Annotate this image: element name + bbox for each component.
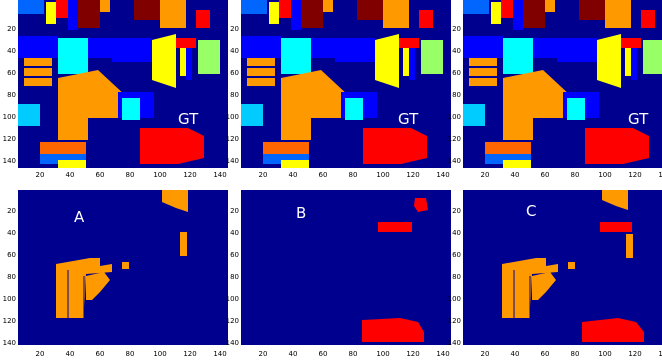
svg-text:60: 60 xyxy=(452,69,461,77)
svg-text:80: 80 xyxy=(7,273,16,281)
panel-label: GT xyxy=(178,110,199,128)
svg-text:20: 20 xyxy=(7,25,16,33)
x-axis-ticks-bottom xyxy=(35,350,662,358)
svg-text:80: 80 xyxy=(230,273,239,281)
svg-text:40: 40 xyxy=(7,47,16,55)
gt-panel-1: GT xyxy=(18,0,228,168)
svg-text:140: 140 xyxy=(448,339,461,347)
svg-text:100: 100 xyxy=(226,295,239,303)
panel-label: B xyxy=(296,204,306,222)
svg-text:140: 140 xyxy=(226,157,239,165)
svg-text:40: 40 xyxy=(230,229,239,237)
svg-text:100: 100 xyxy=(3,295,16,303)
svg-text:100: 100 xyxy=(3,113,16,121)
panel-a: A xyxy=(18,190,228,345)
svg-text:40: 40 xyxy=(452,229,461,237)
svg-text:100: 100 xyxy=(448,295,461,303)
panel-label: C xyxy=(526,202,536,220)
svg-text:20: 20 xyxy=(452,25,461,33)
svg-text:20: 20 xyxy=(7,207,16,215)
svg-text:60: 60 xyxy=(7,251,16,259)
svg-text:80: 80 xyxy=(7,91,16,99)
svg-text:40: 40 xyxy=(7,229,16,237)
gt-panel-2: GT xyxy=(241,0,451,168)
svg-text:80: 80 xyxy=(230,91,239,99)
panel-label: GT xyxy=(628,110,649,128)
svg-text:20: 20 xyxy=(230,25,239,33)
svg-text:120: 120 xyxy=(226,135,239,143)
svg-text:20: 20 xyxy=(230,207,239,215)
y-axis-ticks-top: 20 40 60 80 100 120 140 20 40 60 80 100 … xyxy=(3,25,461,165)
panel-label: GT xyxy=(398,110,419,128)
svg-text:80: 80 xyxy=(452,273,461,281)
panel-label: A xyxy=(74,208,85,226)
svg-text:40: 40 xyxy=(452,47,461,55)
svg-text:60: 60 xyxy=(452,251,461,259)
x-axis-ticks-top xyxy=(35,171,662,179)
svg-text:60: 60 xyxy=(230,69,239,77)
svg-text:120: 120 xyxy=(3,135,16,143)
svg-text:40: 40 xyxy=(230,47,239,55)
svg-text:100: 100 xyxy=(448,113,461,121)
svg-text:140: 140 xyxy=(3,339,16,347)
svg-text:120: 120 xyxy=(448,317,461,325)
panel-c: C xyxy=(463,190,662,345)
svg-text:140: 140 xyxy=(226,339,239,347)
y-axis-ticks-bottom: 20 40 60 80 100 120 140 20 40 60 80 100 … xyxy=(3,207,461,347)
panel-b: B xyxy=(241,190,451,345)
svg-text:120: 120 xyxy=(226,317,239,325)
svg-text:20: 20 xyxy=(452,207,461,215)
svg-text:80: 80 xyxy=(452,91,461,99)
svg-text:140: 140 xyxy=(3,157,16,165)
svg-text:100: 100 xyxy=(226,113,239,121)
svg-text:60: 60 xyxy=(7,69,16,77)
svg-text:60: 60 xyxy=(230,251,239,259)
svg-text:120: 120 xyxy=(3,317,16,325)
svg-text:140: 140 xyxy=(448,157,461,165)
svg-text:120: 120 xyxy=(448,135,461,143)
gt-panel-3: GT xyxy=(463,0,662,168)
